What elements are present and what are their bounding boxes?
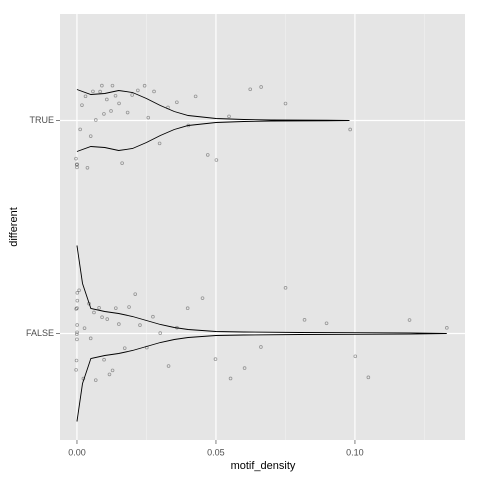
point [80, 103, 84, 107]
point [92, 310, 96, 315]
point [75, 163, 79, 167]
point [77, 288, 81, 293]
point [146, 115, 151, 120]
point [109, 109, 113, 113]
x-tick-label: 0.00 [68, 447, 86, 457]
point [74, 156, 78, 161]
point [248, 87, 253, 92]
point [100, 83, 104, 88]
point [200, 296, 205, 300]
point [75, 306, 79, 310]
point [91, 89, 95, 94]
point [348, 127, 352, 132]
point [75, 337, 79, 342]
point [117, 101, 121, 106]
point [152, 89, 156, 94]
point [324, 321, 329, 326]
point [105, 97, 109, 102]
point [74, 368, 78, 372]
point [113, 93, 118, 98]
point [94, 118, 98, 122]
y-axis-label: different [8, 207, 20, 247]
point [259, 345, 263, 349]
point [133, 292, 138, 296]
point [283, 286, 288, 290]
point [125, 110, 130, 115]
point [97, 306, 101, 310]
point [75, 298, 80, 303]
point [228, 376, 233, 381]
point [75, 330, 79, 335]
point [82, 326, 87, 330]
point [114, 306, 118, 310]
point [157, 141, 162, 146]
point [110, 83, 115, 88]
point [166, 364, 171, 368]
point [110, 368, 115, 373]
violin-outline [76, 245, 447, 334]
point [353, 354, 358, 359]
point [75, 332, 79, 336]
point [75, 291, 80, 295]
point [75, 162, 79, 167]
point [74, 358, 79, 363]
point [185, 306, 190, 311]
point [75, 165, 79, 170]
point [366, 375, 371, 380]
point [120, 161, 124, 165]
point [283, 101, 288, 106]
y-tick-label: TRUE [30, 115, 55, 125]
point [259, 85, 263, 89]
panel [60, 14, 465, 440]
point [122, 346, 127, 350]
point [138, 323, 142, 327]
point [88, 336, 93, 341]
point [102, 357, 106, 362]
violin-outline [76, 89, 350, 121]
point [78, 127, 82, 132]
x-tick-label: 0.10 [346, 447, 364, 457]
x-tick-label: 0.05 [207, 447, 225, 457]
point [407, 318, 412, 322]
point [214, 158, 219, 162]
point [142, 83, 147, 88]
point [102, 112, 106, 116]
point [213, 357, 218, 361]
point [107, 372, 112, 377]
point [136, 88, 140, 93]
point [127, 305, 131, 309]
violin-outline [76, 333, 447, 422]
point [88, 134, 93, 138]
point [302, 318, 307, 322]
point [75, 323, 79, 327]
point [193, 94, 198, 99]
x-axis-label: motif_density [231, 460, 296, 472]
point [74, 307, 78, 311]
point [105, 317, 110, 321]
point [205, 153, 210, 157]
point [98, 89, 102, 94]
point [100, 315, 104, 320]
point [85, 166, 90, 170]
point [175, 100, 179, 105]
point [445, 326, 449, 330]
point [117, 322, 121, 326]
point [227, 114, 231, 119]
point [93, 378, 98, 382]
point [83, 94, 88, 99]
point [242, 366, 247, 370]
point [130, 93, 134, 97]
violin-outline [76, 120, 350, 152]
point [158, 331, 163, 335]
y-tick-label: FALSE [26, 328, 54, 338]
point [151, 314, 155, 319]
